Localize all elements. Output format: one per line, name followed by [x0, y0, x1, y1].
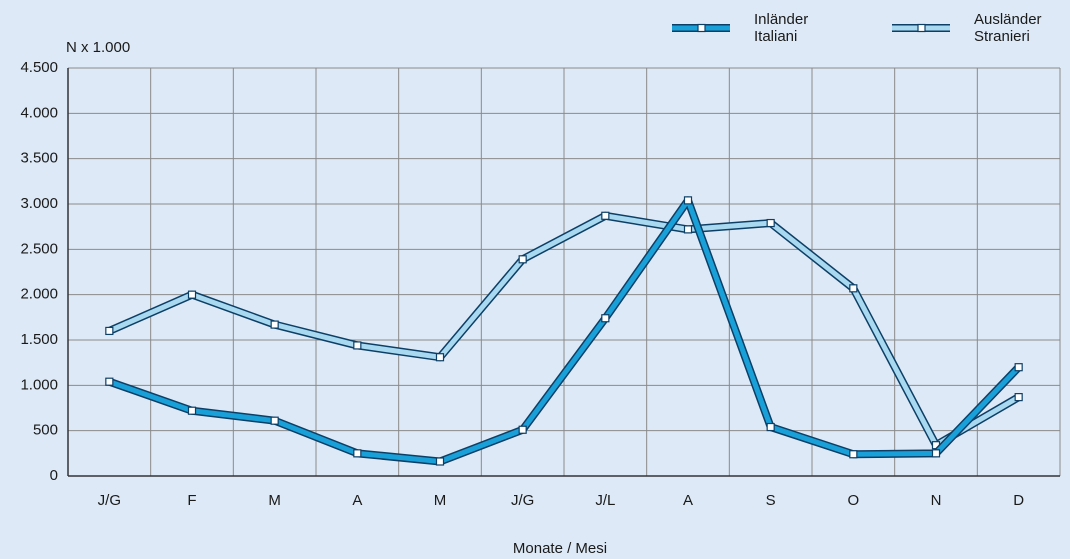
point-marker [1014, 393, 1023, 402]
series-line [108, 213, 1020, 448]
point-marker [105, 326, 114, 336]
point-marker [435, 353, 445, 362]
point-marker [683, 225, 693, 234]
y-tick-label: 500 [33, 422, 58, 439]
point-marker [1014, 363, 1023, 372]
point-marker [931, 449, 941, 458]
legend-label: Inländer Italiani [754, 11, 809, 45]
legend-marker [917, 23, 926, 33]
x-tick-label: J/L [595, 492, 615, 509]
point-marker [187, 406, 197, 415]
point-marker [270, 416, 279, 425]
y-tick-label: 4.500 [20, 59, 58, 76]
point-marker [683, 196, 693, 205]
x-tick-label: N [931, 492, 942, 509]
x-tick-label: J/G [98, 492, 121, 509]
x-tick-label: A [683, 492, 693, 509]
x-axis-label: Monate / Mesi [513, 540, 607, 557]
y-tick-label: 3.000 [20, 195, 58, 212]
x-tick-label: F [187, 492, 196, 509]
point-marker [105, 377, 114, 386]
point-marker [601, 314, 610, 323]
point-marker [766, 422, 775, 432]
x-tick-label: A [352, 492, 362, 509]
x-tick-label: O [847, 492, 859, 509]
y-tick-label: 2.000 [20, 286, 58, 303]
point-marker [353, 449, 362, 458]
point-marker [518, 255, 527, 264]
x-tick-label: S [766, 492, 776, 509]
x-tick-label: D [1013, 492, 1024, 509]
y-tick-label: 0 [50, 467, 58, 484]
x-tick-label: J/G [511, 492, 534, 509]
point-marker [849, 284, 858, 293]
y-tick-label: 4.000 [20, 104, 58, 121]
point-marker [849, 450, 858, 459]
point-marker [353, 341, 362, 350]
y-tick-label: 1.500 [20, 331, 58, 348]
y-tick-label: 3.500 [20, 150, 58, 167]
legend-label: Ausländer Stranieri [974, 11, 1042, 45]
y-tick-label: 1.000 [20, 376, 58, 393]
x-tick-label: M [268, 492, 281, 509]
series-line [108, 197, 1021, 464]
point-marker [601, 211, 610, 220]
y-tick-label: 2.500 [20, 240, 58, 257]
point-marker [766, 218, 775, 228]
point-marker [518, 425, 527, 434]
x-tick-label: M [434, 492, 447, 509]
legend-marker [697, 23, 706, 33]
point-marker [187, 290, 197, 299]
point-marker [435, 457, 445, 466]
y-axis-label: N x 1.000 [66, 39, 130, 56]
point-marker [270, 320, 279, 329]
